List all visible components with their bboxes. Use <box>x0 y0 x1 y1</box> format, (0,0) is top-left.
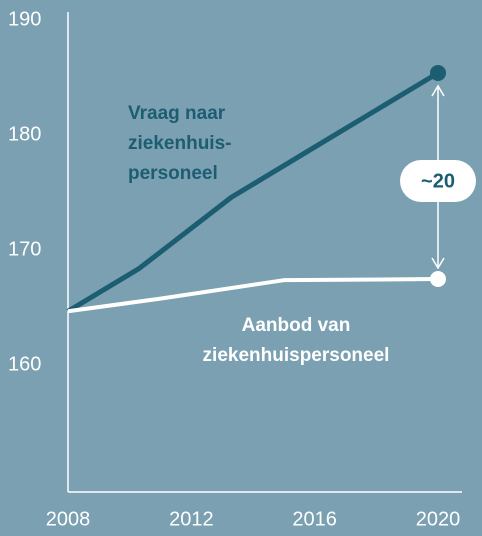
x-tick-label: 2012 <box>169 508 214 530</box>
end-dot <box>430 64 446 81</box>
difference-label: ~20 <box>421 170 455 192</box>
end-dot <box>430 271 446 288</box>
series-line <box>66 70 440 314</box>
series-label: ziekenhuispersoneel <box>203 345 390 366</box>
x-tick-label: 2020 <box>416 508 461 530</box>
y-tick-label: 180 <box>8 123 41 145</box>
series-label: ziekenhuis- <box>128 133 231 154</box>
series-line <box>67 277 439 314</box>
series-label: personeel <box>128 163 218 184</box>
y-tick-label: 170 <box>8 239 41 261</box>
y-tick-label: 190 <box>8 8 41 30</box>
difference-arrow <box>400 84 476 270</box>
series-label: Vraag naar <box>128 103 226 124</box>
series-label: Aanbod van <box>242 315 351 336</box>
x-tick-label: 2008 <box>46 508 91 530</box>
y-tick-label: 160 <box>8 354 41 376</box>
x-tick-label: 2016 <box>292 508 337 530</box>
